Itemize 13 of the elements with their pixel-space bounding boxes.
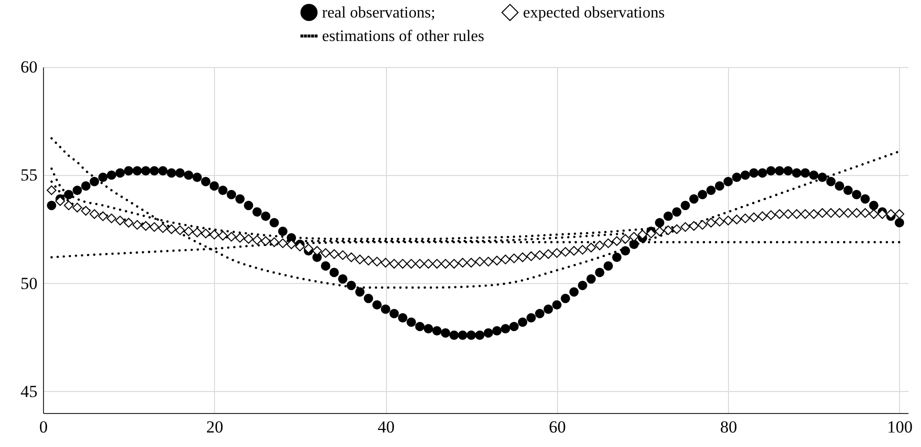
legend-label: real observations;	[322, 4, 436, 22]
x-tick-label: 100	[887, 418, 913, 436]
x-tick-label: 80	[720, 418, 738, 436]
x-tick-label: 60	[548, 418, 566, 436]
x-tick-label: 40	[378, 418, 395, 436]
legend-label: estimations of other rules	[322, 28, 484, 45]
y-tick-label: 45	[20, 382, 38, 401]
x-tick-label: 0	[39, 418, 48, 436]
y-tick-label: 50	[20, 274, 38, 293]
x-tick-label: 20	[206, 418, 224, 436]
y-tick-label: 60	[20, 58, 38, 76]
legend-label: expected observations	[523, 4, 665, 22]
y-tick-label: 55	[20, 166, 38, 185]
